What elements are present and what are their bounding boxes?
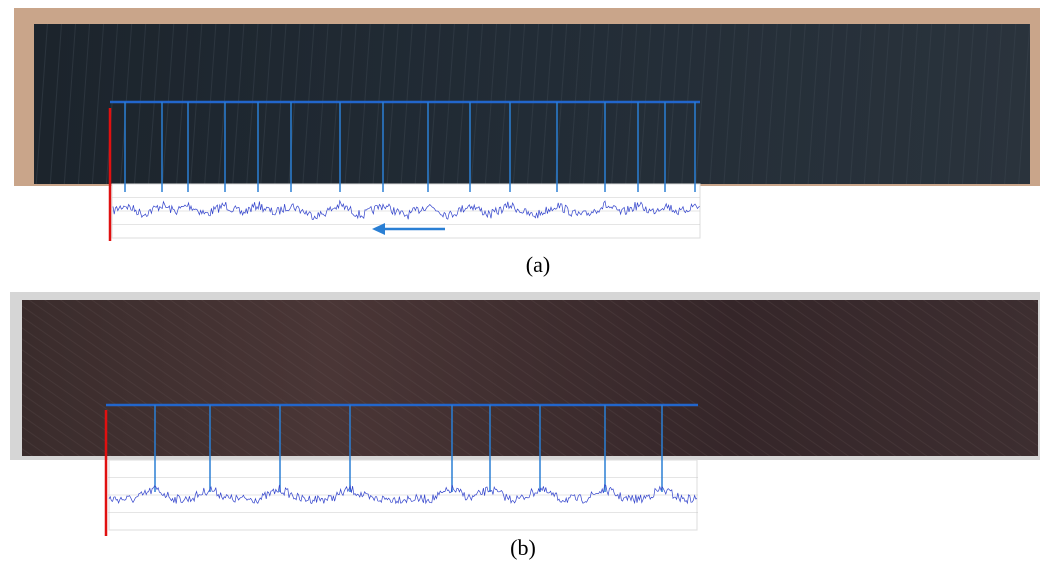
- wood-grain: [34, 24, 1030, 184]
- wood-grain: [22, 300, 1038, 456]
- profile-b: [104, 403, 698, 536]
- caption: (b): [510, 535, 536, 560]
- caption: (a): [526, 252, 550, 277]
- density-profile: [108, 484, 698, 505]
- profile-a: [108, 100, 700, 241]
- arrow-head: [372, 223, 385, 235]
- density-profile: [112, 199, 700, 220]
